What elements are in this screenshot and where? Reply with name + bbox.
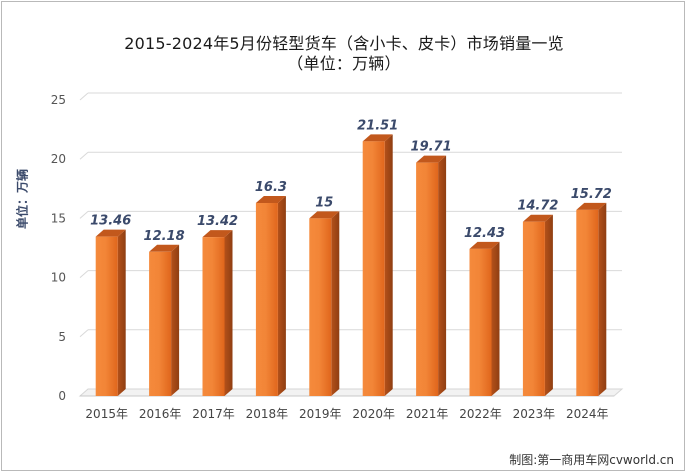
bar-8 xyxy=(469,241,500,396)
y-tick-label: 0 xyxy=(58,389,66,403)
bar-6 xyxy=(362,134,393,396)
bar-side xyxy=(598,202,607,396)
bar-value-label: 12.18 xyxy=(144,229,185,244)
bar-9 xyxy=(522,214,553,396)
y-tick-label: 15 xyxy=(51,211,66,225)
bar-5 xyxy=(309,211,340,396)
bar-front xyxy=(522,221,545,396)
bar-side xyxy=(171,244,180,396)
bar-front xyxy=(576,209,599,396)
bar-top xyxy=(362,134,393,142)
x-tick-label: 2023年 xyxy=(513,407,556,421)
bar-value-label: 16.3 xyxy=(255,180,287,195)
bar-value-label: 21.51 xyxy=(357,118,398,133)
bar-value-label: 14.72 xyxy=(517,199,558,214)
source-credit: 制图:第一商用车网cvworld.cn xyxy=(509,453,674,467)
bar-front xyxy=(255,203,278,396)
bar-value-label: 13.42 xyxy=(197,214,238,229)
y-tick-label: 20 xyxy=(51,152,66,166)
bar-front xyxy=(362,141,385,396)
x-tick-label: 2024年 xyxy=(566,407,609,421)
bar-top xyxy=(469,241,500,249)
bar-4 xyxy=(255,196,286,396)
bar-2 xyxy=(149,244,180,396)
x-tick-label: 2019年 xyxy=(299,407,342,421)
bar-3 xyxy=(202,230,233,396)
x-tick-label: 2021年 xyxy=(406,407,449,421)
x-tick-label: 2017年 xyxy=(192,407,235,421)
bar-top xyxy=(416,155,447,163)
gridline-diagonal xyxy=(79,92,89,101)
bar-side xyxy=(384,134,393,396)
bar-top xyxy=(576,202,607,210)
bar-side xyxy=(491,241,500,396)
bar-10 xyxy=(576,202,607,396)
bar-1 xyxy=(95,229,126,396)
y-tick-label: 25 xyxy=(51,93,66,107)
bar-value-label: 15 xyxy=(315,195,333,210)
x-tick-label: 2018年 xyxy=(246,407,289,421)
gridline-diagonal xyxy=(79,211,89,219)
bar-top xyxy=(202,230,233,238)
bar-side xyxy=(117,229,126,396)
chart-subtitle: （单位：万辆） xyxy=(287,54,401,73)
y-tick-label: 10 xyxy=(51,271,66,285)
bar-top xyxy=(255,196,286,204)
x-tick-label: 2016年 xyxy=(139,407,182,421)
bar-side xyxy=(331,211,340,396)
bar-front xyxy=(309,218,332,396)
gridline-diagonal xyxy=(79,329,89,338)
bar-top xyxy=(309,211,340,219)
bar-7 xyxy=(416,155,447,396)
bar-top xyxy=(149,244,180,252)
x-tick-label: 2015年 xyxy=(85,407,128,421)
bar-front xyxy=(149,251,172,396)
x-tick-label: 2020年 xyxy=(352,407,395,421)
bar-side xyxy=(544,214,553,396)
bar-side xyxy=(224,230,233,396)
bar-front xyxy=(416,162,439,396)
bar-front xyxy=(202,237,225,396)
bar-front xyxy=(95,236,118,396)
bar-value-label: 12.43 xyxy=(464,226,505,241)
bar-side xyxy=(277,196,286,396)
bar-value-label: 13.46 xyxy=(90,214,131,229)
y-tick-label: 5 xyxy=(58,330,66,344)
gridline-diagonal xyxy=(79,270,89,278)
bar-side xyxy=(438,155,447,396)
bar-top xyxy=(95,229,126,237)
bar-value-label: 15.72 xyxy=(571,187,612,202)
bar-top xyxy=(522,214,553,222)
x-tick-label: 2022年 xyxy=(459,407,502,421)
chart-title: 2015-2024年5月份轻型货车（含小卡、皮卡）市场销量一览 xyxy=(124,34,564,53)
bar-value-label: 19.71 xyxy=(411,140,452,155)
gridline-diagonal xyxy=(79,151,89,160)
bar-front xyxy=(469,248,492,396)
